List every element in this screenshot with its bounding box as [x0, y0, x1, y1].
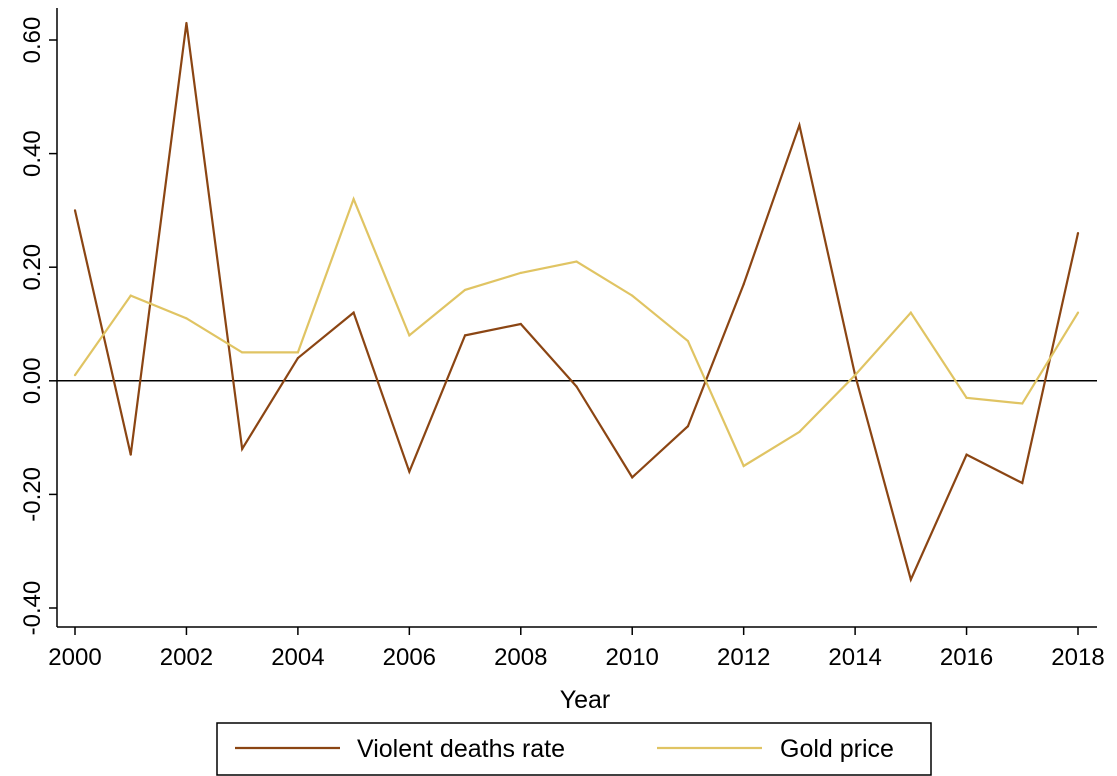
data-point-violent-deaths-rate: [798, 124, 801, 127]
data-point-violent-deaths-rate: [129, 453, 132, 456]
x-axis-title: Year: [560, 686, 611, 714]
y-tick-label: 0.20: [19, 244, 46, 291]
data-point-gold-price: [1076, 311, 1080, 314]
y-tick-label: 0.00: [19, 357, 46, 404]
legend: Violent deaths rate Gold price: [216, 722, 932, 776]
data-point-gold-price: [575, 260, 578, 263]
data-point-gold-price: [296, 351, 299, 354]
data-point-gold-price: [1021, 402, 1024, 405]
data-point-gold-price: [241, 351, 244, 354]
x-tick-label: 2018: [1051, 644, 1104, 671]
data-point-gold-price: [129, 294, 132, 297]
x-tick-label: 2002: [160, 644, 213, 671]
data-point-violent-deaths-rate: [352, 311, 355, 314]
axes: [56, 8, 1097, 628]
data-point-gold-price: [463, 288, 467, 292]
x-axis-ticks: 2000 2002 2004 2006 2008 2010 2012 2014 2016 2018: [48, 627, 1105, 671]
data-point-gold-price: [854, 374, 857, 377]
x-tick-label: 2012: [717, 644, 770, 671]
x-tick-label: 2008: [494, 644, 547, 671]
series-line-violent-deaths-rate: [73, 22, 1080, 583]
data-point-gold-price: [742, 464, 745, 468]
data-point-violent-deaths-rate: [909, 578, 912, 581]
data-point-gold-price: [965, 396, 968, 399]
data-point-violent-deaths-rate: [1076, 232, 1080, 235]
data-point-gold-price: [909, 311, 912, 314]
data-point-violent-deaths-rate: [1021, 481, 1024, 485]
data-point-violent-deaths-rate: [686, 425, 690, 428]
legend-label-gold-price: Gold price: [780, 735, 894, 763]
data-point-gold-price: [798, 430, 801, 434]
x-tick-label: 2010: [606, 644, 659, 671]
data-point-gold-price: [631, 294, 634, 297]
data-point-gold-price: [185, 317, 188, 320]
y-tick-label: -0.40: [19, 581, 46, 636]
data-point-violent-deaths-rate: [631, 476, 634, 479]
legend-label-violent-deaths-rate: Violent deaths rate: [357, 735, 565, 763]
data-point-violent-deaths-rate: [185, 21, 188, 25]
y-tick-label: -0.20: [19, 467, 46, 522]
data-point-gold-price: [686, 339, 690, 343]
data-point-gold-price: [408, 334, 411, 337]
data-point-violent-deaths-rate: [965, 453, 968, 456]
data-point-violent-deaths-rate: [575, 385, 578, 388]
x-tick-label: 2004: [271, 644, 324, 671]
data-point-violent-deaths-rate: [241, 447, 244, 451]
x-tick-label: 2016: [940, 644, 993, 671]
data-point-violent-deaths-rate: [519, 322, 522, 326]
y-tick-label: 0.60: [19, 17, 46, 64]
y-axis-ticks: -0.40 -0.20 0.00 0.20 0.40 0.60: [19, 17, 57, 636]
data-point-violent-deaths-rate: [296, 356, 299, 360]
x-tick-label: 2006: [383, 644, 436, 671]
data-point-violent-deaths-rate: [463, 334, 467, 337]
data-point-gold-price: [73, 374, 77, 377]
x-tick-label: 2000: [48, 644, 101, 671]
data-point-violent-deaths-rate: [73, 209, 77, 212]
series-line-gold-price: [74, 195, 1079, 468]
data-point-violent-deaths-rate: [742, 283, 745, 286]
y-tick-label: 0.40: [19, 130, 46, 177]
x-tick-label: 2014: [828, 644, 881, 671]
data-point-violent-deaths-rate: [408, 470, 411, 473]
series-lines: [73, 21, 1080, 583]
data-point-gold-price: [352, 197, 355, 201]
data-point-gold-price: [519, 271, 522, 274]
